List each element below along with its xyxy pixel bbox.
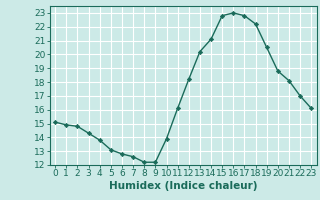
- X-axis label: Humidex (Indice chaleur): Humidex (Indice chaleur): [109, 181, 258, 191]
